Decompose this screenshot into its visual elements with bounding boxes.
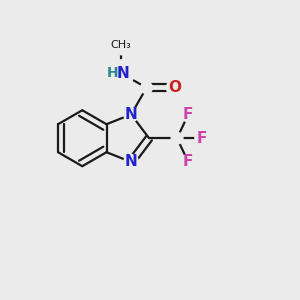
Text: F: F <box>183 107 194 122</box>
Text: O: O <box>168 80 181 95</box>
Text: N: N <box>125 154 137 169</box>
Circle shape <box>181 154 196 169</box>
Circle shape <box>112 36 130 55</box>
Circle shape <box>108 60 134 86</box>
Circle shape <box>167 80 183 96</box>
Text: H: H <box>107 66 118 80</box>
Text: N: N <box>125 107 137 122</box>
Circle shape <box>195 131 210 146</box>
Circle shape <box>124 154 139 169</box>
Circle shape <box>181 107 196 122</box>
Text: F: F <box>197 131 207 146</box>
Text: F: F <box>183 154 194 169</box>
Circle shape <box>124 107 139 122</box>
Text: N: N <box>117 66 130 81</box>
Text: CH₃: CH₃ <box>111 40 131 50</box>
Circle shape <box>141 82 152 94</box>
Circle shape <box>171 132 183 144</box>
